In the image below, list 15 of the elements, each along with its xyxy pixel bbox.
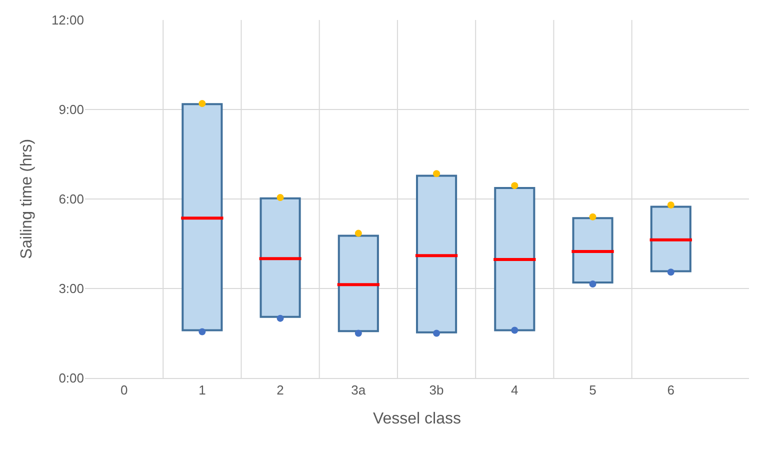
x-tick-label: 4 — [511, 382, 518, 398]
x-tick-label: 3a — [351, 382, 366, 398]
x-tick-label: 2 — [276, 382, 284, 398]
y-axis-title: Sailing time (hrs) — [18, 138, 36, 260]
x-tick-label: 1 — [198, 382, 206, 398]
y-tick-label: 12:00 — [51, 12, 84, 28]
x-tick-label: 6 — [667, 382, 674, 398]
x-tick-label: 5 — [589, 382, 596, 398]
x-tick-label: 3b — [429, 382, 444, 398]
y-tick-label: 3:00 — [58, 281, 84, 296]
x-axis-title: Vessel class — [372, 410, 462, 428]
y-tick-label: 0:00 — [58, 370, 84, 386]
y-tick-label: 6:00 — [58, 192, 84, 207]
y-tick-label: 9:00 — [58, 102, 84, 118]
x-tick-label: 0 — [120, 382, 128, 398]
